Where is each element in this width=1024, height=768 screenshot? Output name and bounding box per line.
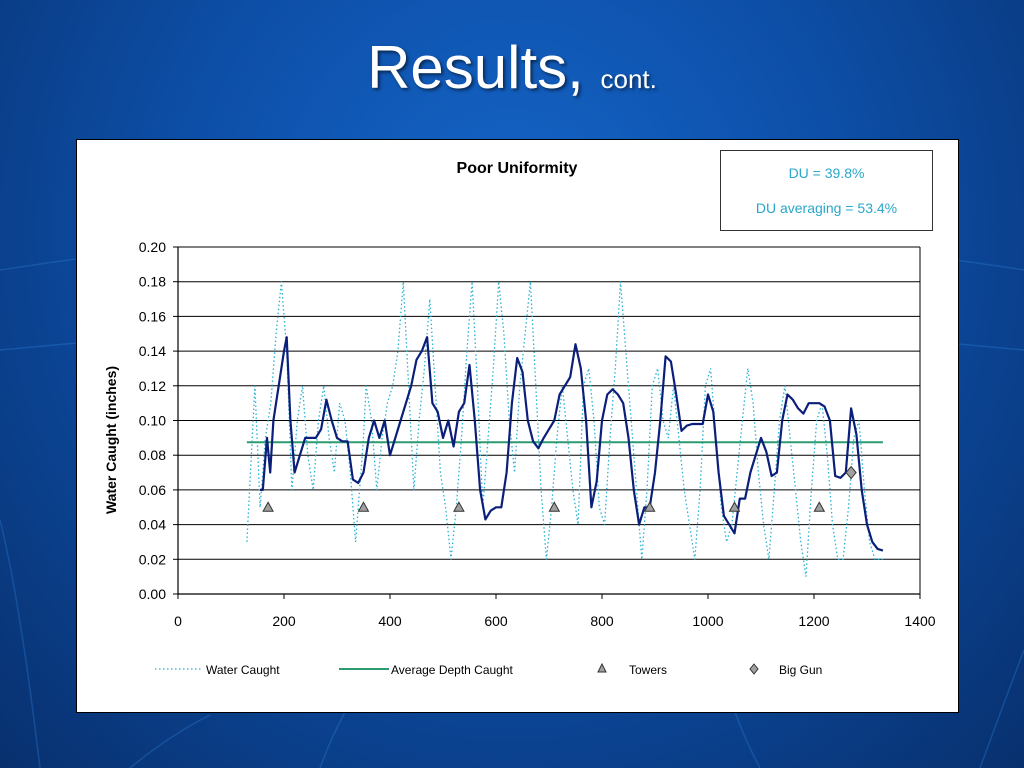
y-tick-label: 0.06 [139, 482, 166, 498]
x-tick-label: 1400 [904, 613, 935, 629]
axis-layer: 0.00 0.02 0.04 0.06 0.08 0.10 0.12 0.14 0.16 0.18… [139, 239, 936, 629]
chart-title: Poor Uniformity [457, 160, 578, 177]
legend-big-gun-label: Big Gun [779, 663, 822, 677]
y-tick-label: 0.12 [139, 378, 166, 394]
series-water-caught [246, 281, 883, 577]
y-tick-label: 0.14 [139, 343, 166, 359]
x-tick-label: 1000 [692, 613, 723, 629]
y-tick-label: 0.02 [139, 551, 166, 567]
tower-marker [643, 501, 656, 512]
tower-marker [262, 501, 274, 512]
tower-marker [548, 501, 561, 512]
legend-average-depth-label: Average Depth Caught [391, 663, 514, 677]
x-tick-label: 800 [590, 613, 614, 629]
chart-panel: 0.00 0.02 0.04 0.06 0.08 0.10 0.12 0.14 0.16 0.18… [76, 139, 959, 713]
legend-water-caught-label: Water Caught [206, 663, 280, 677]
du-value: DU = 39.8% [788, 165, 865, 181]
y-axis-label: Water Caught (inches) [103, 366, 119, 514]
legend-big-gun-swatch [749, 663, 759, 675]
tower-marker [813, 501, 826, 512]
tower-marker [728, 501, 741, 512]
y-tick-label: 0.18 [139, 274, 166, 290]
y-tick-label: 0.10 [139, 413, 166, 429]
slide-title-sub: cont. [600, 64, 657, 94]
slide-title-main: Results, [367, 34, 584, 101]
du-averaging-value: DU averaging = 53.4% [755, 200, 898, 216]
y-tick-label: 0.00 [139, 586, 166, 602]
legend-towers-label: Towers [629, 663, 667, 677]
series-layer [246, 281, 884, 577]
x-tick-label: 400 [378, 613, 402, 629]
grid-layer [178, 246, 920, 560]
chart-canvas: 0.00 0.02 0.04 0.06 0.08 0.10 0.12 0.14 0.16 0.18… [103, 160, 936, 677]
y-tick-label: 0.20 [139, 239, 166, 255]
x-tick-label: 600 [484, 613, 508, 629]
x-tick-label: 200 [272, 613, 296, 629]
big-gun-marker [845, 465, 857, 480]
x-tick-label: 1200 [798, 613, 829, 629]
du-box: DU = 39.8% DU averaging = 53.4% [720, 150, 933, 231]
y-tick-label: 0.16 [139, 308, 166, 324]
slide-title: Results, cont. [0, 28, 1024, 119]
x-tick-label: 0 [174, 613, 182, 629]
legend-layer: Water Caught Average Depth Caught Towers Bi… [155, 662, 822, 677]
legend-towers-swatch [597, 662, 607, 673]
y-tick-label: 0.04 [139, 517, 166, 533]
tower-marker [453, 501, 465, 512]
y-tick-label: 0.08 [139, 447, 166, 463]
tower-marker [357, 501, 370, 512]
series-smoothed [260, 336, 884, 552]
